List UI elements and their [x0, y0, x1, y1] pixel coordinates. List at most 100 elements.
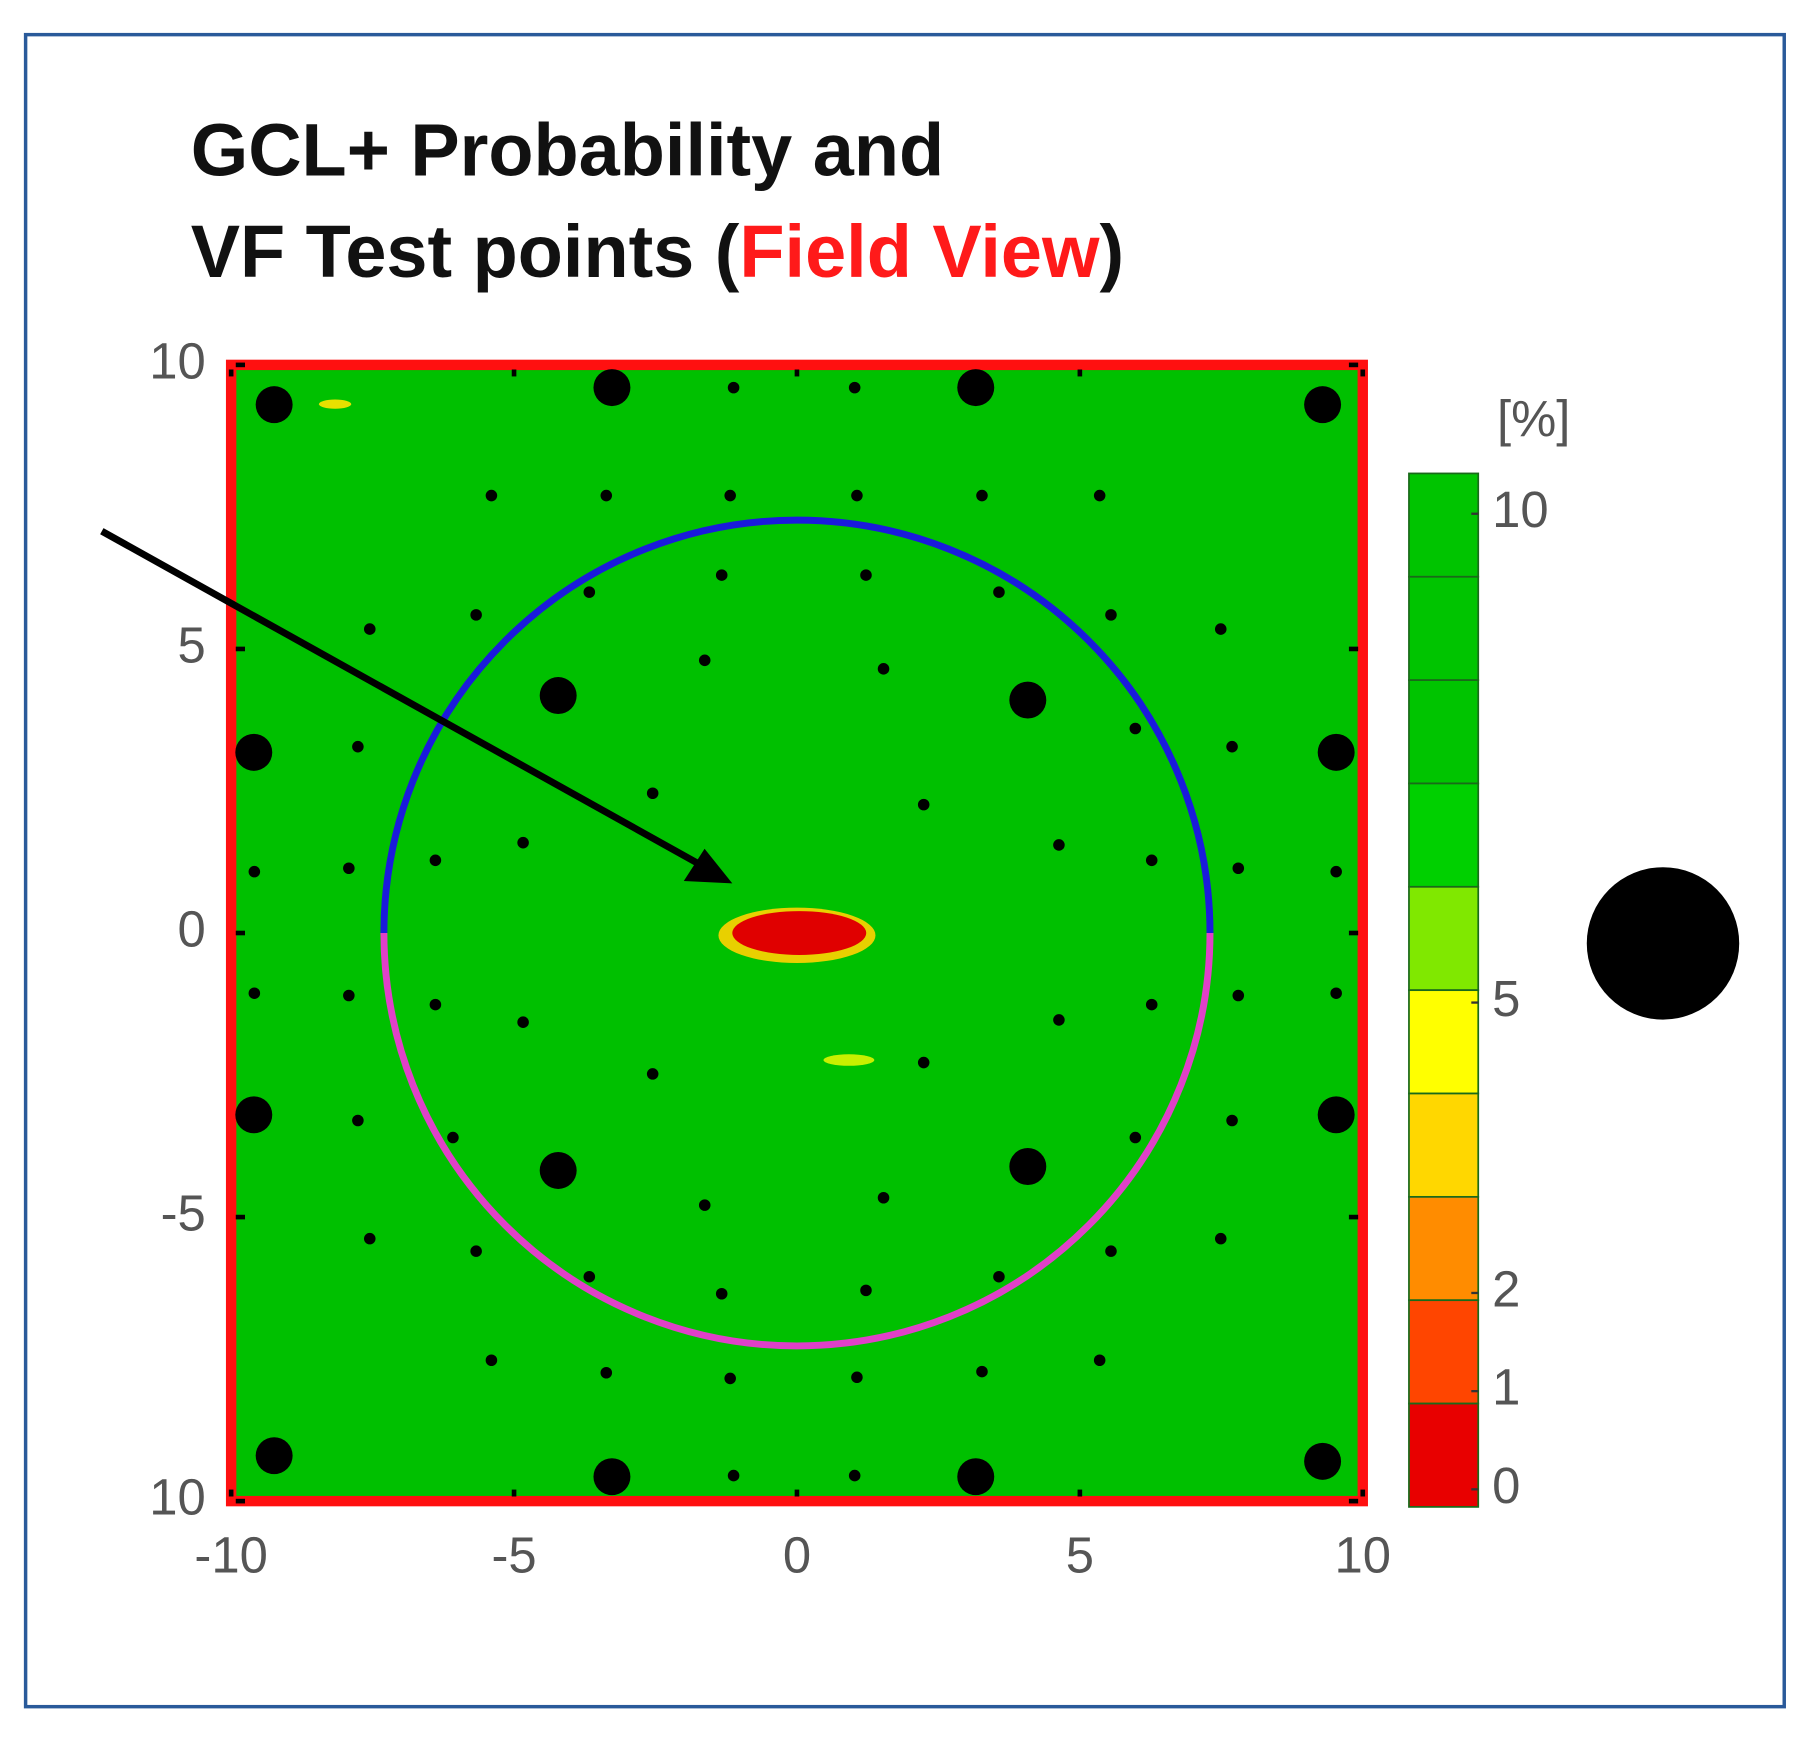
test-point	[1129, 1131, 1142, 1144]
test-point	[1053, 839, 1065, 851]
test-point	[539, 1152, 577, 1189]
test-point	[517, 836, 529, 849]
colorbar-band	[1408, 782, 1480, 888]
test-point	[917, 1056, 930, 1069]
test-point	[1214, 623, 1227, 635]
hotspot-minor	[318, 399, 352, 409]
colorbar-band	[1408, 1195, 1480, 1302]
test-point	[1145, 998, 1158, 1011]
test-point	[1129, 722, 1142, 735]
test-point	[235, 1096, 273, 1134]
test-point	[1093, 1354, 1106, 1367]
circle-upper	[380, 516, 1214, 934]
test-point	[600, 489, 613, 502]
test-point	[363, 623, 376, 635]
arrow-line	[100, 528, 709, 872]
test-point	[1232, 862, 1245, 875]
colorbar-tick-label: 0	[1492, 1457, 1520, 1514]
colorbar-tick-label: 10	[1492, 481, 1549, 538]
test-point	[860, 569, 872, 581]
test-point	[727, 1469, 740, 1482]
colorbar-band	[1408, 472, 1480, 578]
test-point	[851, 489, 863, 502]
x-tick-label: 5	[1066, 1526, 1094, 1583]
x-tick-label: -5	[491, 1526, 536, 1583]
test-point	[470, 609, 482, 621]
test-point	[593, 369, 631, 407]
test-point	[447, 1131, 459, 1144]
marker-dot	[1586, 867, 1740, 1020]
colorbar-band	[1408, 1402, 1480, 1508]
colorbar-band	[1408, 1092, 1480, 1198]
circle-lower	[380, 933, 1214, 1350]
test-point	[1226, 1114, 1238, 1127]
colorbar-label: [%]	[1497, 390, 1570, 447]
test-point	[1105, 609, 1117, 621]
y-tick-label: 10	[149, 332, 206, 389]
test-point	[1214, 1232, 1227, 1245]
test-point	[851, 1371, 863, 1384]
test-point	[485, 1354, 498, 1367]
x-tick-label: -10	[194, 1526, 267, 1583]
test-point	[583, 586, 596, 598]
test-point	[957, 1458, 995, 1496]
title-text: VF Test points (	[191, 210, 740, 293]
hotspot-minor	[823, 1054, 875, 1066]
test-point	[517, 1016, 529, 1028]
test-point	[724, 1372, 736, 1385]
test-point	[352, 1114, 364, 1127]
test-point	[429, 854, 442, 867]
test-point	[1105, 1245, 1117, 1257]
title-highlight: Field View	[739, 210, 1100, 293]
x-tick-label: 0	[783, 1526, 811, 1583]
x-tick-label: 10	[1335, 1526, 1392, 1583]
test-point	[583, 1270, 596, 1283]
test-point	[646, 787, 659, 800]
test-point	[1009, 1148, 1047, 1185]
test-point	[470, 1245, 482, 1257]
test-point	[343, 989, 355, 1002]
test-point	[877, 1191, 890, 1204]
colorbar-band	[1408, 885, 1480, 992]
test-point	[957, 369, 995, 407]
hotspot	[732, 911, 867, 955]
test-point	[715, 1287, 728, 1300]
test-point	[848, 381, 861, 394]
arrow-head	[683, 848, 733, 884]
test-point	[724, 489, 736, 502]
test-point	[715, 569, 728, 581]
y-tick-label: 10	[149, 1469, 206, 1526]
test-point	[976, 1365, 988, 1378]
test-point	[848, 1469, 861, 1482]
test-point	[593, 1458, 631, 1496]
test-point	[363, 1232, 376, 1245]
test-point	[646, 1068, 659, 1080]
test-point	[1317, 1096, 1355, 1134]
points	[235, 369, 1355, 1496]
test-point	[1145, 854, 1158, 867]
test-point	[993, 1270, 1005, 1283]
test-point	[860, 1284, 872, 1297]
colorbar-band	[1408, 575, 1480, 681]
title-line1: GCL+ Probability and	[191, 109, 944, 192]
test-point	[255, 386, 293, 424]
test-point	[993, 586, 1005, 598]
test-point	[917, 798, 930, 811]
test-point	[429, 998, 442, 1011]
test-point	[1093, 489, 1106, 502]
test-point	[343, 862, 355, 875]
test-point	[1304, 1442, 1342, 1480]
test-point	[1330, 987, 1342, 1000]
test-point	[1232, 989, 1245, 1002]
test-point	[698, 1199, 711, 1211]
test-point	[976, 489, 988, 502]
test-point	[235, 733, 273, 771]
y-tick-label: 0	[177, 900, 205, 957]
test-point	[1330, 865, 1342, 878]
colorbar-tick-label: 2	[1492, 1260, 1520, 1317]
test-point	[1304, 386, 1342, 424]
test-point	[727, 381, 740, 394]
test-point	[539, 677, 577, 715]
test-point	[248, 987, 261, 1000]
